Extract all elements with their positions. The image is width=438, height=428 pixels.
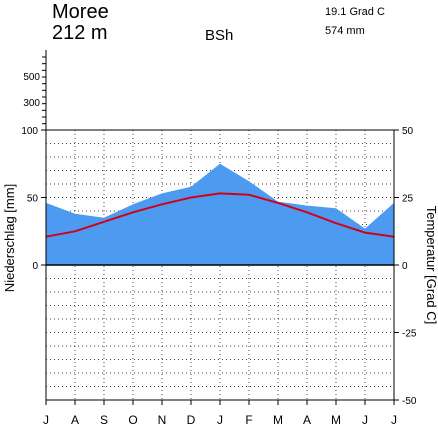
right-tick-label: -50 (402, 396, 417, 407)
month-label: N (158, 413, 167, 427)
month-label: O (128, 413, 137, 427)
month-label: A (303, 413, 311, 427)
right-tick-label: -25 (402, 329, 417, 340)
right-tick-label: 0 (402, 261, 408, 272)
left-tick-label: 100 (21, 126, 38, 137)
left-axis-label: Niederschlag [mm] (2, 184, 17, 292)
month-label: S (100, 413, 108, 427)
compressed-precipitation-zone: 300 500 (23, 50, 47, 130)
left-axis-ticks: 0 50 100 (21, 126, 46, 272)
left-tick-label: 0 (32, 261, 38, 272)
month-label: M (273, 413, 283, 427)
station-name: Moree (52, 1, 109, 23)
climate-class: BSh (205, 27, 233, 44)
right-tick-label: 50 (402, 126, 414, 137)
month-label: M (331, 413, 341, 427)
annual-precipitation: 574 mm (325, 25, 365, 37)
grid (46, 130, 394, 400)
mean-temperature: 19.1 Grad C (325, 6, 385, 18)
right-axis-ticks: 50 25 0 -25 -50 (394, 126, 417, 407)
month-label: J (362, 413, 368, 427)
precipitation-area (46, 163, 394, 265)
temperature-line (45, 192, 395, 238)
upper-tick-label: 500 (23, 72, 40, 83)
right-tick-label: 25 (402, 194, 414, 205)
month-label: J (217, 413, 223, 427)
left-tick-label: 50 (27, 194, 39, 205)
month-label: J (43, 413, 49, 427)
month-label: J (391, 413, 397, 427)
month-label: D (187, 413, 196, 427)
upper-tick-label: 300 (23, 98, 40, 109)
month-label: A (71, 413, 79, 427)
station-elevation: 212 m (52, 22, 108, 44)
month-label: F (245, 413, 252, 427)
right-axis-label: Temperatur [Grad C] (424, 206, 438, 325)
